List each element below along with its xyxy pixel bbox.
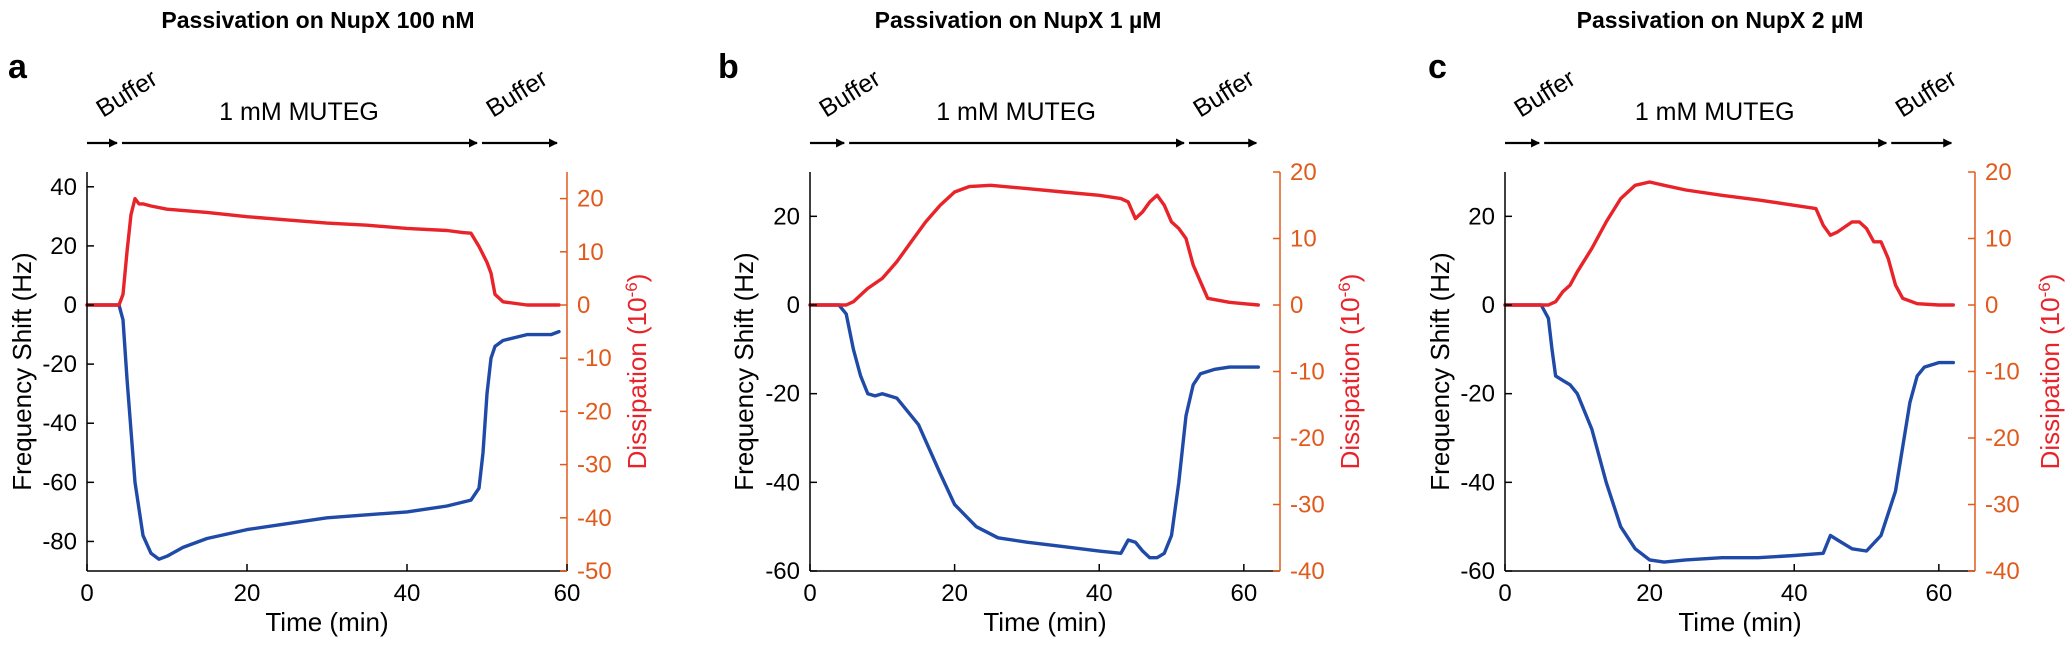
y-left-tick-label: -40 [1460,469,1495,496]
phase-label-buffer-end: Buffer [481,64,552,123]
y-right-label-prefix: Dissipation (10 [1335,297,1365,469]
y-right-label-exponent: -6 [1335,282,1354,297]
panel-title: Passivation on NupX 100 nM [161,7,474,33]
y-right-tick-label: -40 [1290,558,1325,585]
y-right-tick-label: 20 [1985,159,2012,186]
y-left-tick-label: -40 [765,469,800,496]
y-right-axis-label: Dissipation (10-6) [622,274,652,470]
x-axis-label: Time (min) [983,607,1106,637]
phase-label-buffer-start: Buffer [814,64,885,123]
y-left-tick-label: 0 [1482,292,1495,319]
y-left-tick-label: 40 [50,174,77,201]
panel-title: Passivation on NupX 2 µM [1577,7,1864,33]
y-right-tick-label: -10 [577,345,612,372]
y-right-tick-label: 0 [1985,292,1998,319]
x-tick-label: 60 [1925,580,1952,607]
y-left-tick-label: -40 [42,410,77,437]
y-left-axis-label: Frequency Shift (Hz) [1425,252,1455,490]
y-left-axis-label: Frequency Shift (Hz) [7,252,37,490]
y-right-tick-label: -20 [577,398,612,425]
y-right-tick-label: 0 [1290,292,1303,319]
y-right-tick-label: -10 [1290,359,1325,386]
y-left-tick-label: 20 [50,233,77,260]
panel-letter: b [718,48,739,86]
y-right-tick-label: 10 [1290,226,1317,253]
panel-a: Passivation on NupX 100 nM a Buffer 1 mM MU… [7,7,652,637]
y-right-label-suffix: ) [622,274,652,283]
y-right-tick-label: 0 [577,292,590,319]
panel-letter: c [1428,48,1447,86]
y-right-tick-label: -30 [1290,492,1325,519]
y-left-tick-label: -20 [42,351,77,378]
y-right-tick-label: -40 [1985,558,2020,585]
y-left-tick-label: 0 [787,292,800,319]
y-left-tick-label: -20 [1460,381,1495,408]
y-right-tick-label: -30 [577,452,612,479]
y-left-tick-label: -60 [1460,558,1495,585]
y-left-tick-label: -60 [765,558,800,585]
x-axis-label: Time (min) [1678,607,1801,637]
x-tick-label: 20 [941,580,968,607]
y-left-tick-label: 0 [64,292,77,319]
x-tick-label: 0 [803,580,816,607]
phase-label-muteg: 1 mM MUTEG [936,98,1096,126]
y-right-label-prefix: Dissipation (10 [2035,297,2065,469]
x-tick-label: 0 [1498,580,1511,607]
x-tick-label: 40 [1781,580,1808,607]
dissipation-line [85,196,561,307]
y-right-label-prefix: Dissipation (10 [622,297,652,469]
y-left-tick-label: 20 [1468,203,1495,230]
y-right-tick-label: -10 [1985,359,2020,386]
y-right-tick-label: -20 [1985,425,2020,452]
y-right-label-exponent: -6 [2035,282,2054,297]
y-right-tick-label: 10 [577,239,604,266]
y-right-label-exponent: -6 [622,282,641,297]
dissipation-line [1503,180,1956,307]
x-tick-label: 20 [1636,580,1663,607]
phase-label-muteg: 1 mM MUTEG [1635,98,1795,126]
frequency-shift-line [808,303,1261,560]
y-right-label-suffix: ) [1335,274,1365,283]
y-right-tick-label: -30 [1985,492,2020,519]
x-tick-label: 20 [234,580,261,607]
y-left-axis-label: Frequency Shift (Hz) [729,252,759,490]
x-axis-label: Time (min) [265,607,388,637]
y-right-tick-label: 20 [1290,159,1317,186]
x-tick-label: 0 [80,580,93,607]
phase-label-muteg: 1 mM MUTEG [219,98,379,126]
phase-label-buffer-start: Buffer [1509,64,1580,123]
y-left-tick-label: -80 [42,528,77,555]
phase-label-buffer-start: Buffer [91,64,162,123]
y-left-tick-label: 20 [773,203,800,230]
phase-label-buffer-end: Buffer [1188,64,1259,123]
y-right-tick-label: 10 [1985,226,2012,253]
y-right-tick-label: -40 [577,505,612,532]
frequency-shift-line [1503,303,1956,564]
y-right-tick-label: 20 [577,186,604,213]
x-tick-label: 40 [394,580,421,607]
y-right-tick-label: -20 [1290,425,1325,452]
y-right-tick-label: -50 [577,558,612,585]
x-tick-label: 60 [1230,580,1257,607]
panel-c: Passivation on NupX 2 µM c Buffer 1 mM MUTE… [1425,7,2065,637]
y-left-tick-label: -20 [765,381,800,408]
panel-letter: a [8,48,28,86]
y-left-tick-label: -60 [42,469,77,496]
y-right-label-suffix: ) [2035,274,2065,283]
panel-b: Passivation on NupX 1 µM b Buffer 1 mM MUTE… [718,7,1365,637]
frequency-shift-line [85,303,561,561]
y-right-axis-label: Dissipation (10-6) [2035,274,2065,470]
panel-title: Passivation on NupX 1 µM [875,7,1162,33]
dissipation-line [808,183,1261,307]
x-tick-label: 40 [1086,580,1113,607]
phase-label-buffer-end: Buffer [1891,64,1962,123]
x-tick-label: 60 [554,580,581,607]
y-right-axis-label: Dissipation (10-6) [1335,274,1365,470]
